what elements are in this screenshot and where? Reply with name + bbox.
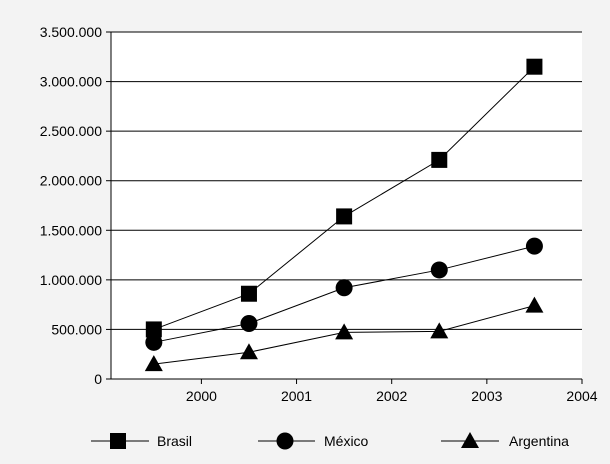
- data-point-circle: [240, 314, 258, 332]
- legend-marker-triangle: [461, 432, 479, 448]
- x-tick-label: 2002: [376, 388, 407, 404]
- y-tick-label: 3.000.000: [40, 74, 102, 90]
- y-tick-label: 1.000.000: [40, 272, 102, 288]
- x-tick-label: 2000: [186, 388, 217, 404]
- y-tick-label: 2.000.000: [40, 173, 102, 189]
- legend-marker-square: [110, 433, 126, 449]
- y-tick-label: 0: [94, 371, 102, 387]
- grid-lines: [106, 31, 582, 380]
- data-point-triangle: [430, 322, 449, 339]
- y-tick-label: 2.500.000: [40, 123, 102, 139]
- x-tick-label: 2001: [281, 388, 312, 404]
- data-point-circle: [145, 333, 163, 351]
- y-tick-label: 1.500.000: [40, 222, 102, 238]
- legend-marker-circle: [276, 432, 294, 450]
- data-point-triangle: [144, 355, 163, 372]
- data-point-square: [145, 321, 162, 338]
- data-point-circle: [335, 279, 353, 297]
- legend-label: México: [324, 433, 369, 449]
- data-point-triangle: [525, 296, 544, 313]
- x-tick-label: 2003: [471, 388, 502, 404]
- data-point-circle: [430, 261, 448, 279]
- data-point-square: [431, 151, 448, 168]
- x-tick-label: 2004: [566, 388, 597, 404]
- data-point-triangle: [335, 323, 354, 340]
- data-point-square: [336, 208, 353, 225]
- legend-label: Brasil: [157, 433, 192, 449]
- y-tick-label: 500.000: [51, 321, 102, 337]
- y-tick-label: 3.500.000: [40, 24, 102, 40]
- plot-area: [111, 32, 582, 379]
- data-point-square: [240, 285, 257, 302]
- data-point-circle: [525, 237, 543, 255]
- axes: [110, 32, 582, 380]
- data-point-triangle: [239, 343, 258, 360]
- x-tick-labels: 2000 2001 2002 2003 2004: [186, 379, 598, 404]
- series: [144, 58, 544, 372]
- legend-label: Argentina: [509, 433, 569, 449]
- data-point-square: [526, 58, 543, 75]
- legend: Brasil México Argentina: [91, 432, 569, 450]
- y-tick-labels: 0 500.000 1.000.000 1.500.000 2.000.000 2.500…: [40, 24, 103, 387]
